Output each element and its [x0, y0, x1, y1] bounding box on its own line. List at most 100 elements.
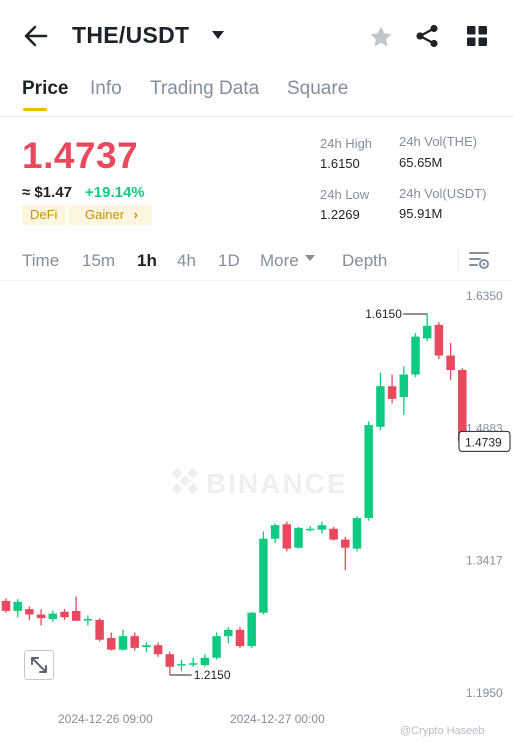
high-label: 24h High [320, 136, 373, 151]
low-value: 1.2269 [320, 207, 360, 222]
caret-down-icon[interactable] [210, 28, 226, 42]
current-price-label: 1.4739 [465, 435, 502, 449]
depth-tab[interactable]: Depth [342, 251, 388, 270]
candle-body [446, 355, 455, 370]
candle-body [25, 609, 34, 615]
high-value: 1.6150 [320, 156, 360, 171]
x-axis: 2024-12-26 09:00 2024-12-27 00:00 [58, 712, 325, 726]
tab-price[interactable]: Price [22, 78, 69, 99]
candle-body [153, 645, 163, 655]
candle-body [60, 611, 69, 618]
y-tick-label: 1.3417 [466, 554, 503, 568]
credit-watermark: @Crypto Haseeb [400, 725, 485, 737]
candle-body [142, 645, 151, 647]
candle-body [434, 324, 444, 356]
binance-watermark: BINANCE [171, 467, 348, 499]
candle-body [118, 636, 128, 650]
candle-body [83, 619, 93, 621]
candle-body [317, 525, 327, 530]
y-tick-label: 1.1950 [466, 686, 503, 700]
tab-info[interactable]: Info [90, 78, 122, 99]
last-price: 1.4737 [22, 135, 139, 176]
candle-body [270, 525, 280, 539]
interval-1d[interactable]: 1D [218, 251, 240, 270]
candle-body [422, 325, 432, 339]
sector-tag[interactable]: DeFi [22, 205, 66, 225]
candle-body [387, 386, 397, 399]
gainer-tag[interactable]: Gainer › [68, 205, 152, 225]
candle-body [71, 610, 81, 621]
candle-body [352, 517, 362, 549]
back-arrow-icon[interactable] [22, 22, 50, 50]
grid-icon[interactable] [465, 24, 489, 48]
interval-4h[interactable]: 4h [177, 251, 196, 270]
candle-body [282, 524, 292, 549]
usd-price: ≈ $1.47 [22, 184, 72, 201]
candle-body [364, 425, 373, 518]
candle-body [177, 664, 186, 666]
star-icon[interactable] [368, 24, 394, 50]
interval-bar: Time 15m 1h 4h 1D More Depth [0, 240, 513, 280]
candle-body [376, 386, 385, 427]
expand-chart-button[interactable] [24, 650, 54, 680]
candle-body [95, 619, 104, 640]
candle-body [247, 612, 256, 647]
candle-body [329, 528, 338, 540]
candle-body [200, 657, 210, 666]
y-tick-label: 1.6350 [466, 289, 503, 303]
main-tabs: Price Info Trading Data Square [0, 72, 513, 112]
chevron-right-icon: › [133, 207, 138, 222]
vol-quote-value: 95.91M [399, 206, 443, 221]
share-icon[interactable] [414, 23, 440, 49]
candles [1, 314, 467, 675]
low-annotation: 1.2150 [194, 668, 231, 682]
tab-trading-data[interactable]: Trading Data [150, 78, 260, 99]
high-annotation: 1.6150 [365, 307, 402, 321]
interval-1h[interactable]: 1h [137, 251, 157, 270]
watermark-text: BINANCE [206, 468, 348, 499]
price-change-percent: +19.14% [85, 184, 145, 201]
candle-body [36, 614, 46, 619]
candle-body [13, 601, 22, 611]
interval-more[interactable]: More [260, 251, 299, 270]
candle-body [188, 663, 198, 665]
vol-base-value: 65.65M [399, 155, 443, 170]
x-tick-label: 2024-12-26 09:00 [58, 712, 153, 726]
candle-body [294, 527, 303, 548]
candle-body [341, 539, 350, 548]
trading-pair-title[interactable]: THE/USDT [72, 22, 190, 48]
low-label: 24h Low [320, 187, 370, 202]
candle-body [235, 629, 245, 647]
divider [0, 116, 513, 117]
divider [0, 280, 513, 281]
tab-square[interactable]: Square [287, 78, 349, 99]
vol-quote-label: 24h Vol(USDT) [399, 186, 487, 201]
divider [458, 250, 459, 270]
candle-body [48, 613, 58, 620]
active-tab-indicator [23, 108, 47, 111]
x-tick-label: 2024-12-27 00:00 [230, 712, 325, 726]
candle-body [399, 374, 409, 398]
candle-body [259, 538, 268, 613]
candle-body [224, 629, 233, 637]
caret-down-icon[interactable] [305, 254, 315, 262]
interval-time[interactable]: Time [22, 251, 60, 270]
interval-15m[interactable]: 15m [82, 251, 116, 270]
candle-body [411, 336, 420, 375]
current-price-box [458, 430, 511, 452]
candle-body [1, 600, 11, 611]
candlestick-chart[interactable]: BINANCE 1.6350 1.4883 1.3417 1.1950 1.6150 1… [0, 281, 513, 743]
candle-body [305, 528, 315, 531]
top-bar: THE/USDT [0, 0, 513, 72]
candle-body [107, 637, 116, 650]
candle-body [130, 636, 139, 648]
gainer-tag-label: Gainer [85, 207, 125, 222]
chart-settings-icon[interactable] [468, 250, 490, 270]
candle-body [458, 369, 467, 442]
price-annotations: 1.6150 1.2150 1.4739 [169, 307, 511, 682]
candle-body [212, 636, 221, 658]
vol-base-label: 24h Vol(THE) [399, 134, 478, 149]
expand-icon [31, 657, 47, 673]
